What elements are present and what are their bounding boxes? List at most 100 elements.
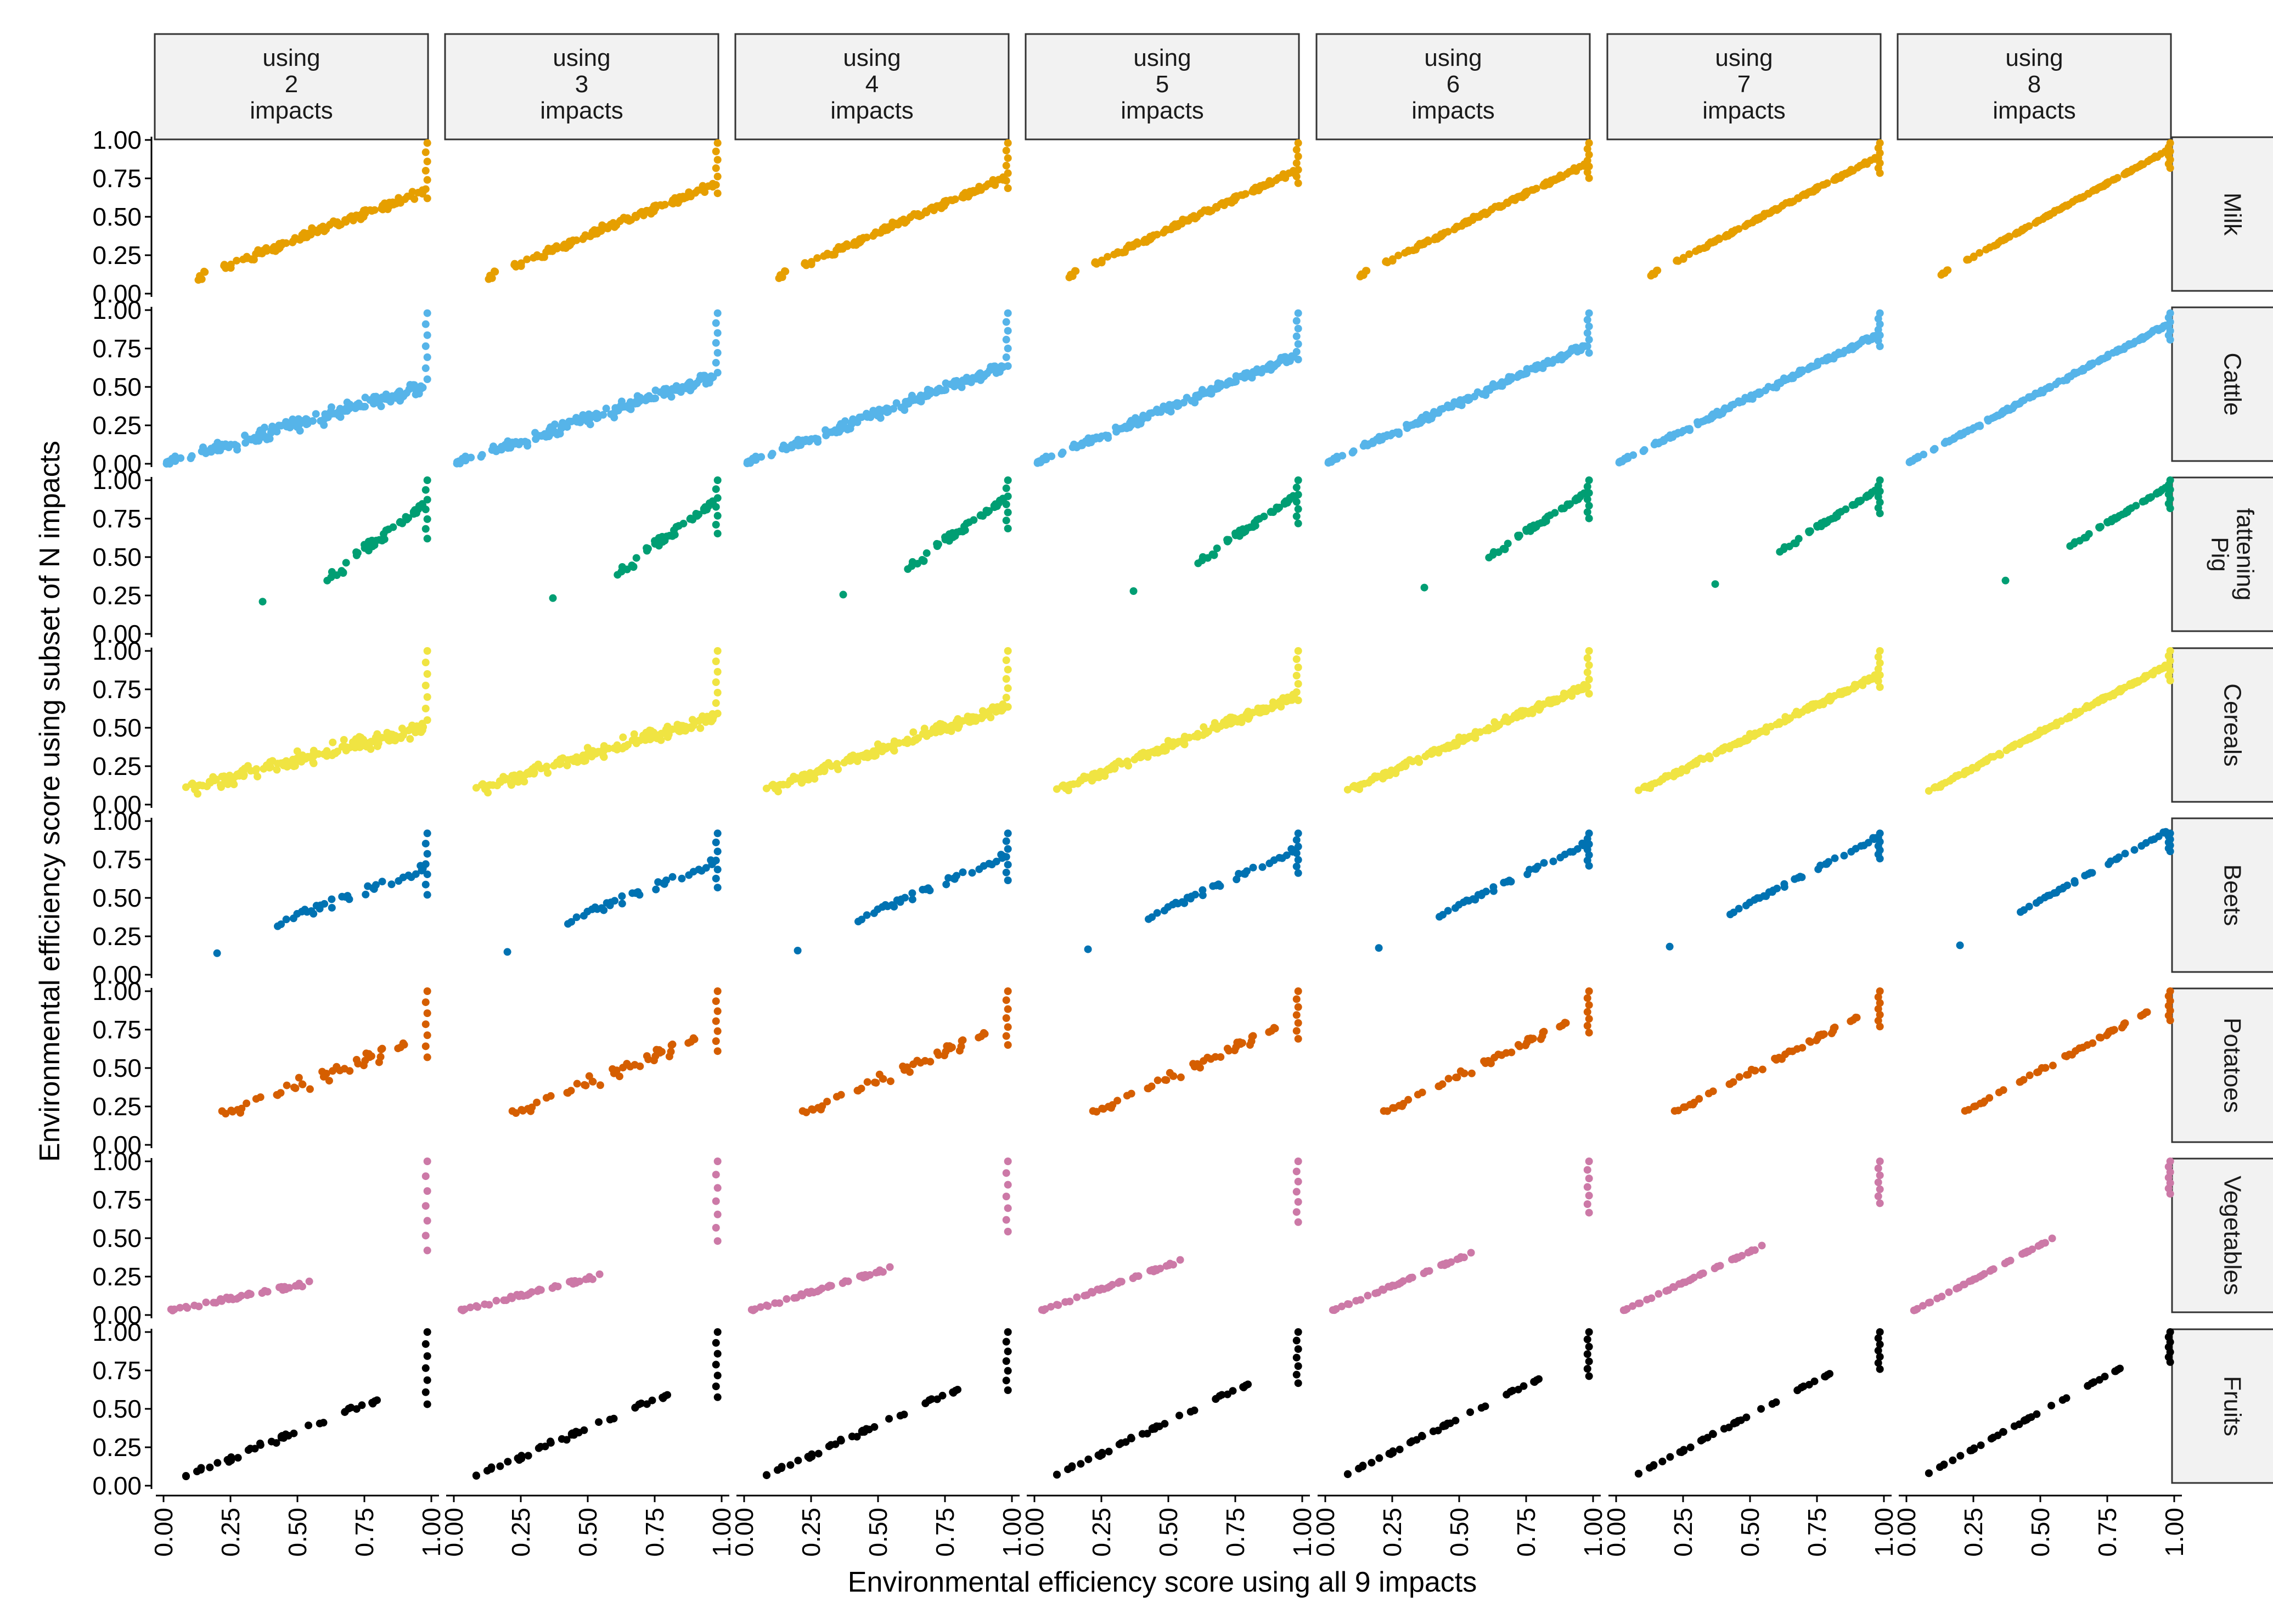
data-point [258,598,267,606]
data-point [421,320,430,328]
data-point [256,1093,265,1102]
data-point [1294,340,1302,348]
data-point [295,1074,303,1082]
data-point [1002,675,1010,683]
data-point [1212,1395,1220,1403]
data-point [2125,682,2134,690]
data-point [378,878,386,886]
data-point [691,380,699,389]
panel-points-cattle-n7 [1615,309,1884,467]
data-point [423,1352,431,1360]
data-point [2132,502,2140,510]
data-point [2071,711,2079,719]
data-point [1876,829,1884,838]
data-point [1539,1029,1547,1037]
data-point [472,784,480,792]
data-point [1292,655,1301,663]
data-point [1294,856,1302,864]
column-strip-label: 7 [1737,71,1751,98]
data-point [1583,1166,1591,1174]
data-point [879,1075,887,1083]
data-point [1585,987,1593,995]
data-point [1217,722,1225,730]
data-point [1976,760,1984,768]
data-point [663,733,672,741]
panel-points-cereals-n8 [1925,647,2174,795]
data-point [338,743,346,751]
data-point [1585,476,1593,484]
data-point [949,874,958,883]
data-point [1565,501,1573,509]
data-point [377,1046,385,1054]
data-point [605,744,613,752]
row-strip-beets: Beets [2171,817,2273,973]
y-tick-label: 1.00 [92,977,142,1005]
data-point [1002,335,1010,344]
row-strip-potatoes: Potatoes [2171,987,2273,1143]
data-point [1558,504,1566,513]
data-point [713,1372,722,1380]
data-point [571,1277,579,1285]
data-point [1002,694,1010,701]
data-point [340,735,348,744]
data-point [1585,309,1593,317]
data-point [959,868,967,876]
data-point [820,252,828,260]
x-tick-label: 1.00 [1579,1508,1607,1557]
data-point [1053,785,1061,793]
data-point [1294,869,1302,877]
data-point [399,731,407,739]
data-point [1515,531,1523,540]
panel-points-cattle-n2 [162,309,431,468]
data-point [938,1391,947,1400]
data-point [403,515,411,524]
data-point [224,780,232,788]
data-point [762,1471,770,1479]
data-point [1292,849,1301,857]
data-point [1814,1034,1822,1042]
data-point [968,869,976,877]
data-point [940,386,948,395]
panel-points-fruits-n5 [1053,1328,1302,1479]
data-point [497,443,505,451]
data-point [884,226,892,234]
column-strip-label: using [553,44,610,71]
data-point [1583,145,1591,153]
data-point [1002,177,1010,185]
data-point [423,1246,431,1255]
row-strip-box [2171,647,2273,803]
data-point [1950,434,1958,442]
data-point [1634,1299,1642,1307]
data-point [651,1052,660,1060]
data-point [1004,1157,1012,1165]
data-point [713,1184,722,1192]
data-point [1388,429,1397,437]
data-point [327,573,335,581]
data-point [2034,1068,2043,1076]
data-point [392,199,400,207]
data-point [970,516,978,524]
panel-points-pig-n3 [549,476,722,602]
data-point [1679,426,1687,435]
x-tick-label: 0.25 [1959,1508,1988,1557]
data-point [1484,1057,1492,1065]
data-point [1583,316,1591,324]
y-tick-label: 0.50 [92,203,142,231]
data-point [1076,776,1084,784]
data-point [1779,376,1787,384]
row-strip-vegetables: Vegetables [2171,1157,2273,1313]
data-point [1659,436,1668,444]
data-point [1224,536,1233,544]
y-tick-label: 0.50 [92,884,142,912]
data-point [1528,706,1536,715]
row-strip-box [2171,136,2273,292]
data-point [1680,1103,1688,1111]
data-point [712,147,720,155]
data-point [1197,389,1206,397]
data-point [804,776,813,784]
data-point [1260,512,1268,520]
y-tick-label: 0.50 [92,1224,142,1252]
data-point [1112,423,1120,431]
data-point [1553,695,1561,703]
x-tick-label: 0.75 [1512,1508,1540,1557]
